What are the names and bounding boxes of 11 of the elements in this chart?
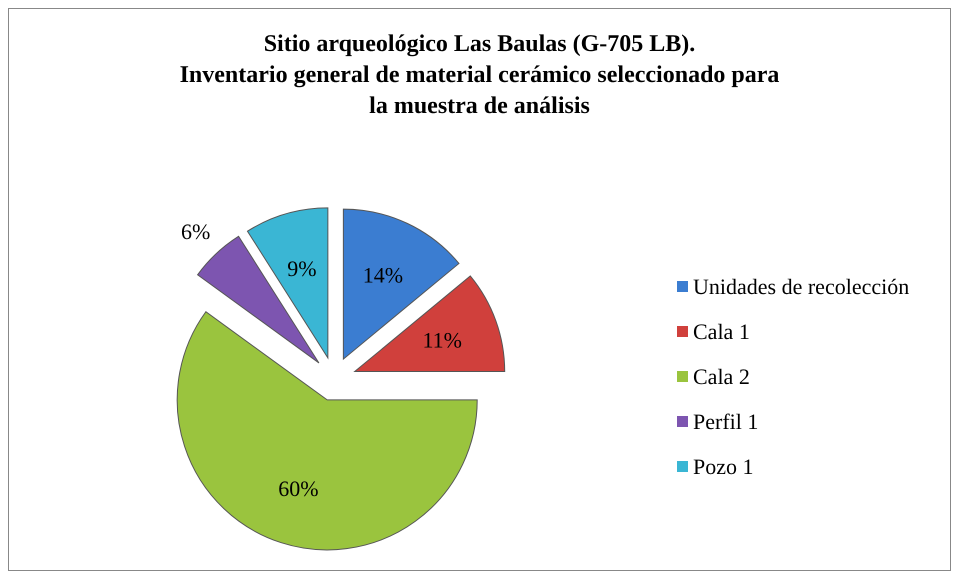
legend-label: Perfil 1 [693, 408, 758, 434]
data-label: 11% [422, 328, 462, 353]
legend-label: Unidades de recolección [693, 274, 910, 300]
data-label: 6% [181, 219, 210, 244]
data-label: 60% [278, 476, 319, 501]
data-label: 14% [362, 262, 404, 288]
legend-label: Cala 1 [693, 318, 750, 344]
legend-label: Pozo 1 [693, 454, 754, 480]
chart-title: Sitio arqueológico Las Baulas (G-705 LB). Inventario general de material cerámico seleccionado para la muestra de análisis [180, 31, 780, 119]
data-label: 9% [287, 256, 317, 282]
legend-label: Cala 2 [693, 364, 750, 390]
